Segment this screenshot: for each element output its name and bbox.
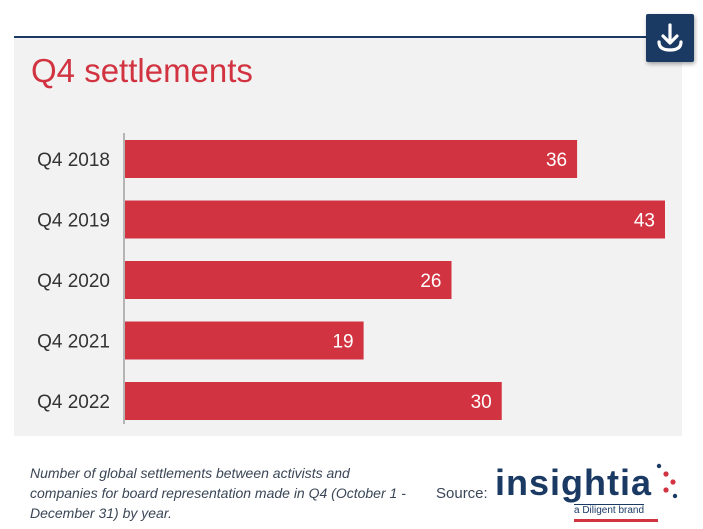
download-button[interactable] (646, 14, 694, 62)
data-label: 30 (471, 392, 492, 413)
category-label: Q4 2018 (37, 150, 110, 171)
bar-q4-2022 (125, 382, 502, 420)
chart-caption: Number of global settlements between act… (30, 465, 406, 521)
bar-q4-2021 (125, 321, 364, 360)
logo-tagline-rule (574, 519, 658, 522)
logo-wordmark: insightia (495, 462, 653, 503)
bar-q4-2019 (125, 200, 665, 239)
category-label: Q4 2021 (37, 332, 110, 353)
data-label: 19 (332, 332, 353, 353)
bar-q4-2018 (125, 140, 578, 178)
logo-dots-icon (656, 463, 678, 499)
header-rule (14, 36, 646, 38)
category-label: Q4 2022 (37, 392, 110, 413)
data-label: 36 (546, 150, 567, 171)
download-icon (657, 23, 683, 52)
data-label: 26 (420, 271, 441, 292)
logo-tagline: a Diligent brand (574, 504, 645, 516)
chart-title: Q4 settlements (31, 52, 253, 89)
data-label: 43 (634, 211, 655, 232)
bar-chart: Q4 2018 36 Q4 2019 43 Q4 2020 26 Q4 2021 19 Q4 2… (37, 133, 665, 424)
source-label: Source: (436, 485, 488, 502)
insightia-logo: insightia a Diligent brand (495, 462, 685, 524)
category-label: Q4 2019 (37, 211, 110, 232)
category-label: Q4 2020 (37, 271, 110, 292)
bar-q4-2020 (125, 261, 452, 299)
